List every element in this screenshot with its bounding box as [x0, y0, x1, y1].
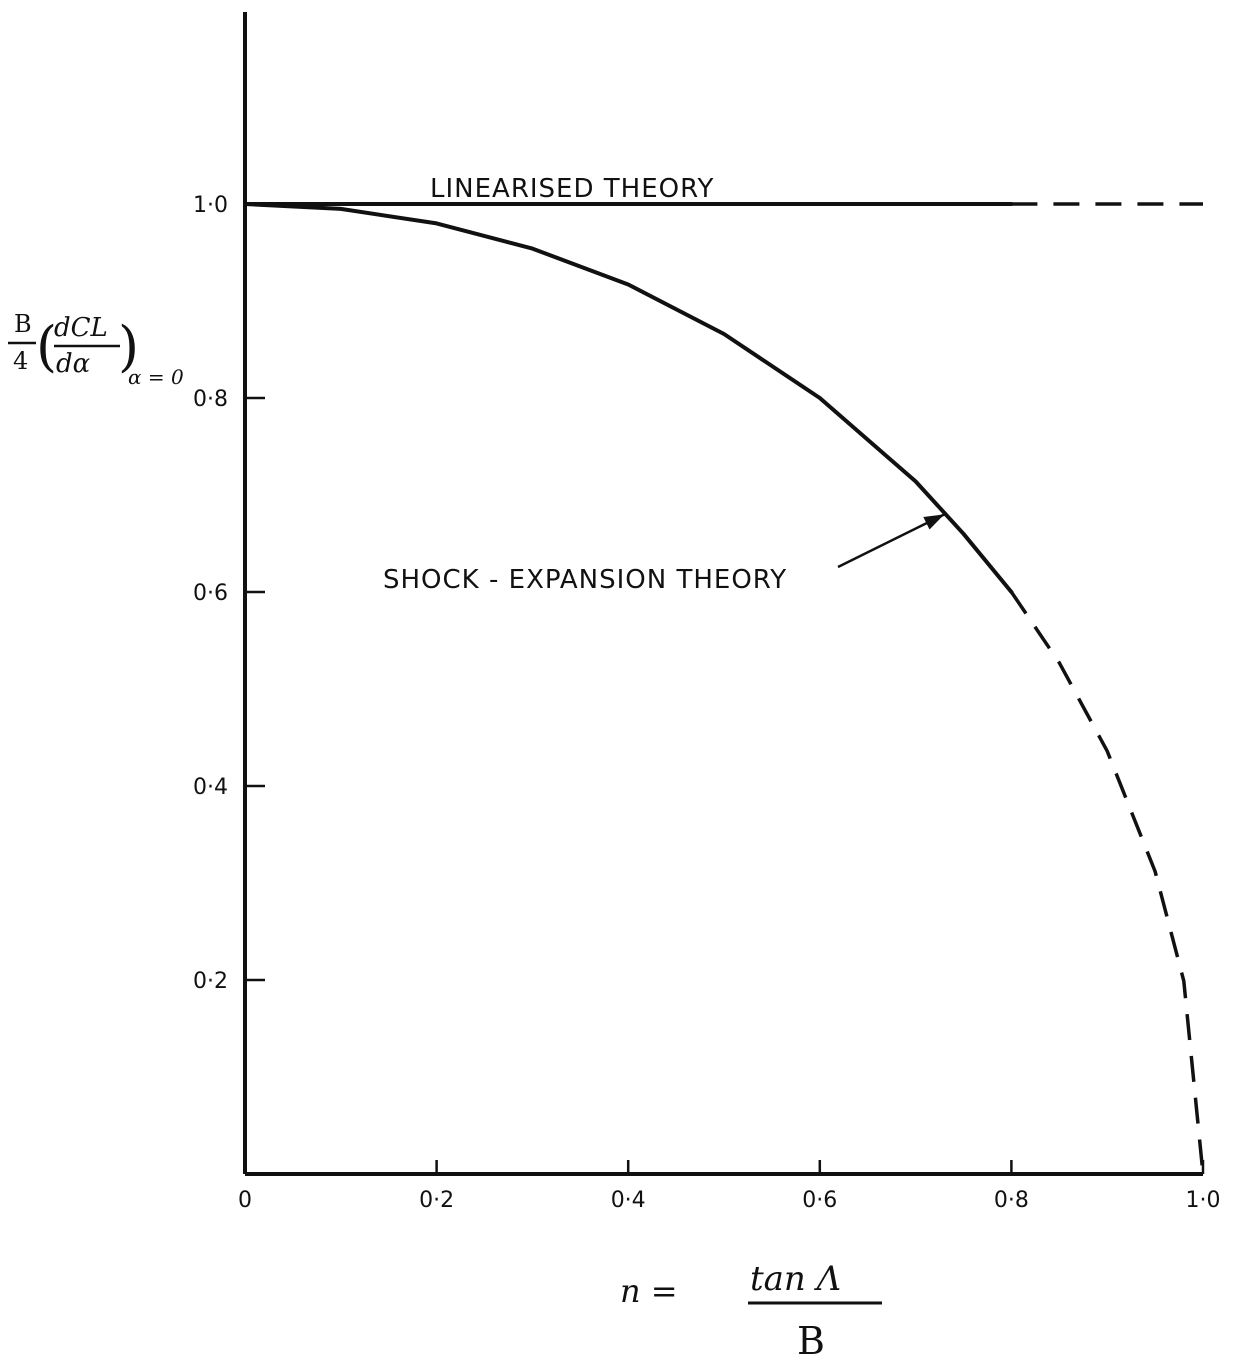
xlabel-denominator: B — [797, 1319, 825, 1363]
x-tick-label-3: 0·6 — [802, 1188, 837, 1213]
ylabel-fraction-numerator: B — [14, 310, 32, 338]
y-tick-label-4: 1·0 — [193, 193, 228, 218]
xlabel-lhs: n = — [620, 1272, 678, 1310]
x-tick-label-5: 1·0 — [1186, 1188, 1221, 1213]
axis-ticks — [245, 202, 1205, 1174]
x-tick-label-1: 0·2 — [419, 1188, 454, 1213]
x-tick-label-2: 0·4 — [611, 1188, 646, 1213]
x-tick-label-0: 0 — [238, 1188, 252, 1213]
annotation-shock-expansion: SHOCK - EXPANSION THEORY — [383, 565, 787, 595]
annotation-linearised: LINEARISED THEORY — [430, 174, 714, 204]
annotation-arrow-head — [923, 514, 945, 530]
ylabel-fraction-denominator: 4 — [13, 347, 28, 375]
y-tick-label-1: 0·4 — [193, 775, 228, 800]
x-axis-label: n = tan Λ B — [620, 1259, 882, 1363]
ylabel-subscript: α = 0 — [128, 365, 184, 389]
ylabel-close-paren: ) — [118, 315, 139, 378]
annotation-arrow — [837, 513, 945, 569]
series-layer — [243, 202, 1205, 1175]
ylabel-derivative-numerator: dCL — [54, 313, 108, 343]
series-1-solid-line — [243, 202, 1014, 594]
ylabel-derivative-denominator: dα — [56, 349, 91, 379]
ylabel-open-paren: ( — [36, 315, 57, 378]
xlabel-numerator: tan Λ — [750, 1259, 841, 1299]
y-axis-label: B 4 ( dCL dα ) α = 0 — [8, 310, 184, 389]
tick-labels: 0 0·2 0·4 0·6 0·8 1·0 0·2 0·4 0·6 0·8 1·0 — [193, 193, 1221, 1213]
y-tick-label-0: 0·2 — [193, 969, 228, 994]
y-tick-label-3: 0·8 — [193, 387, 228, 412]
x-tick-label-4: 0·8 — [994, 1188, 1029, 1213]
y-tick-label-2: 0·6 — [193, 581, 228, 606]
series-1-dashed-line — [1009, 591, 1205, 1175]
